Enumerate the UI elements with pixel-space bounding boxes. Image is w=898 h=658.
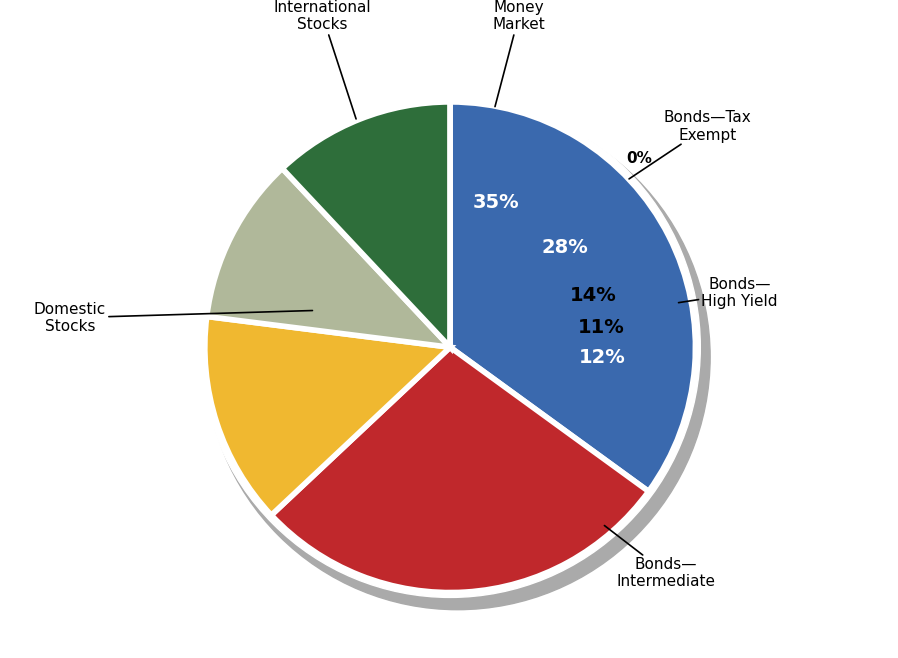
Wedge shape: [271, 347, 648, 592]
Text: Domestic
Stocks: Domestic Stocks: [34, 301, 313, 334]
Wedge shape: [205, 316, 450, 515]
Text: 12%: 12%: [578, 348, 625, 367]
Text: 0%: 0%: [626, 151, 652, 166]
Circle shape: [200, 97, 700, 597]
Text: 35%: 35%: [472, 193, 519, 212]
Text: Bonds—
Intermediate: Bonds— Intermediate: [604, 526, 716, 589]
Text: Bonds—Tax
Exempt: Bonds—Tax Exempt: [629, 111, 752, 179]
Text: International
Stocks: International Stocks: [274, 0, 372, 119]
Circle shape: [205, 105, 710, 610]
Text: 28%: 28%: [541, 238, 588, 257]
Text: 14%: 14%: [569, 286, 616, 305]
Wedge shape: [282, 102, 450, 347]
Text: Bonds—
High Yield: Bonds— High Yield: [679, 277, 778, 309]
Text: 11%: 11%: [577, 318, 624, 337]
Wedge shape: [207, 168, 450, 347]
Text: Money
Market: Money Market: [492, 0, 545, 107]
Wedge shape: [450, 102, 695, 492]
